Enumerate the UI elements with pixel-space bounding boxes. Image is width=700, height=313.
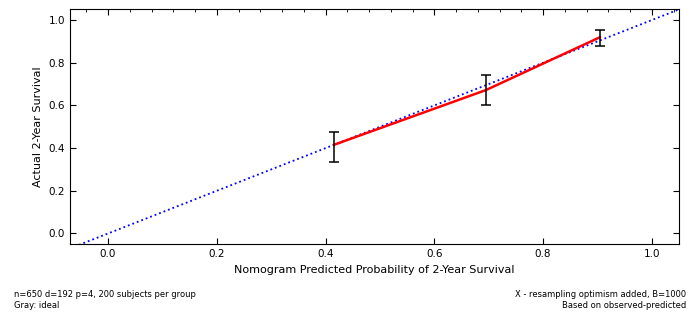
Text: n=650 d=192 p=4, 200 subjects per group
Gray: ideal: n=650 d=192 p=4, 200 subjects per group … — [14, 290, 196, 310]
Text: X - resampling optimism added, B=1000
Based on observed-predicted: X - resampling optimism added, B=1000 Ba… — [515, 290, 686, 310]
Y-axis label: Actual 2-Year Survival: Actual 2-Year Survival — [33, 66, 43, 187]
X-axis label: Nomogram Predicted Probability of 2-Year Survival: Nomogram Predicted Probability of 2-Year… — [234, 264, 514, 275]
